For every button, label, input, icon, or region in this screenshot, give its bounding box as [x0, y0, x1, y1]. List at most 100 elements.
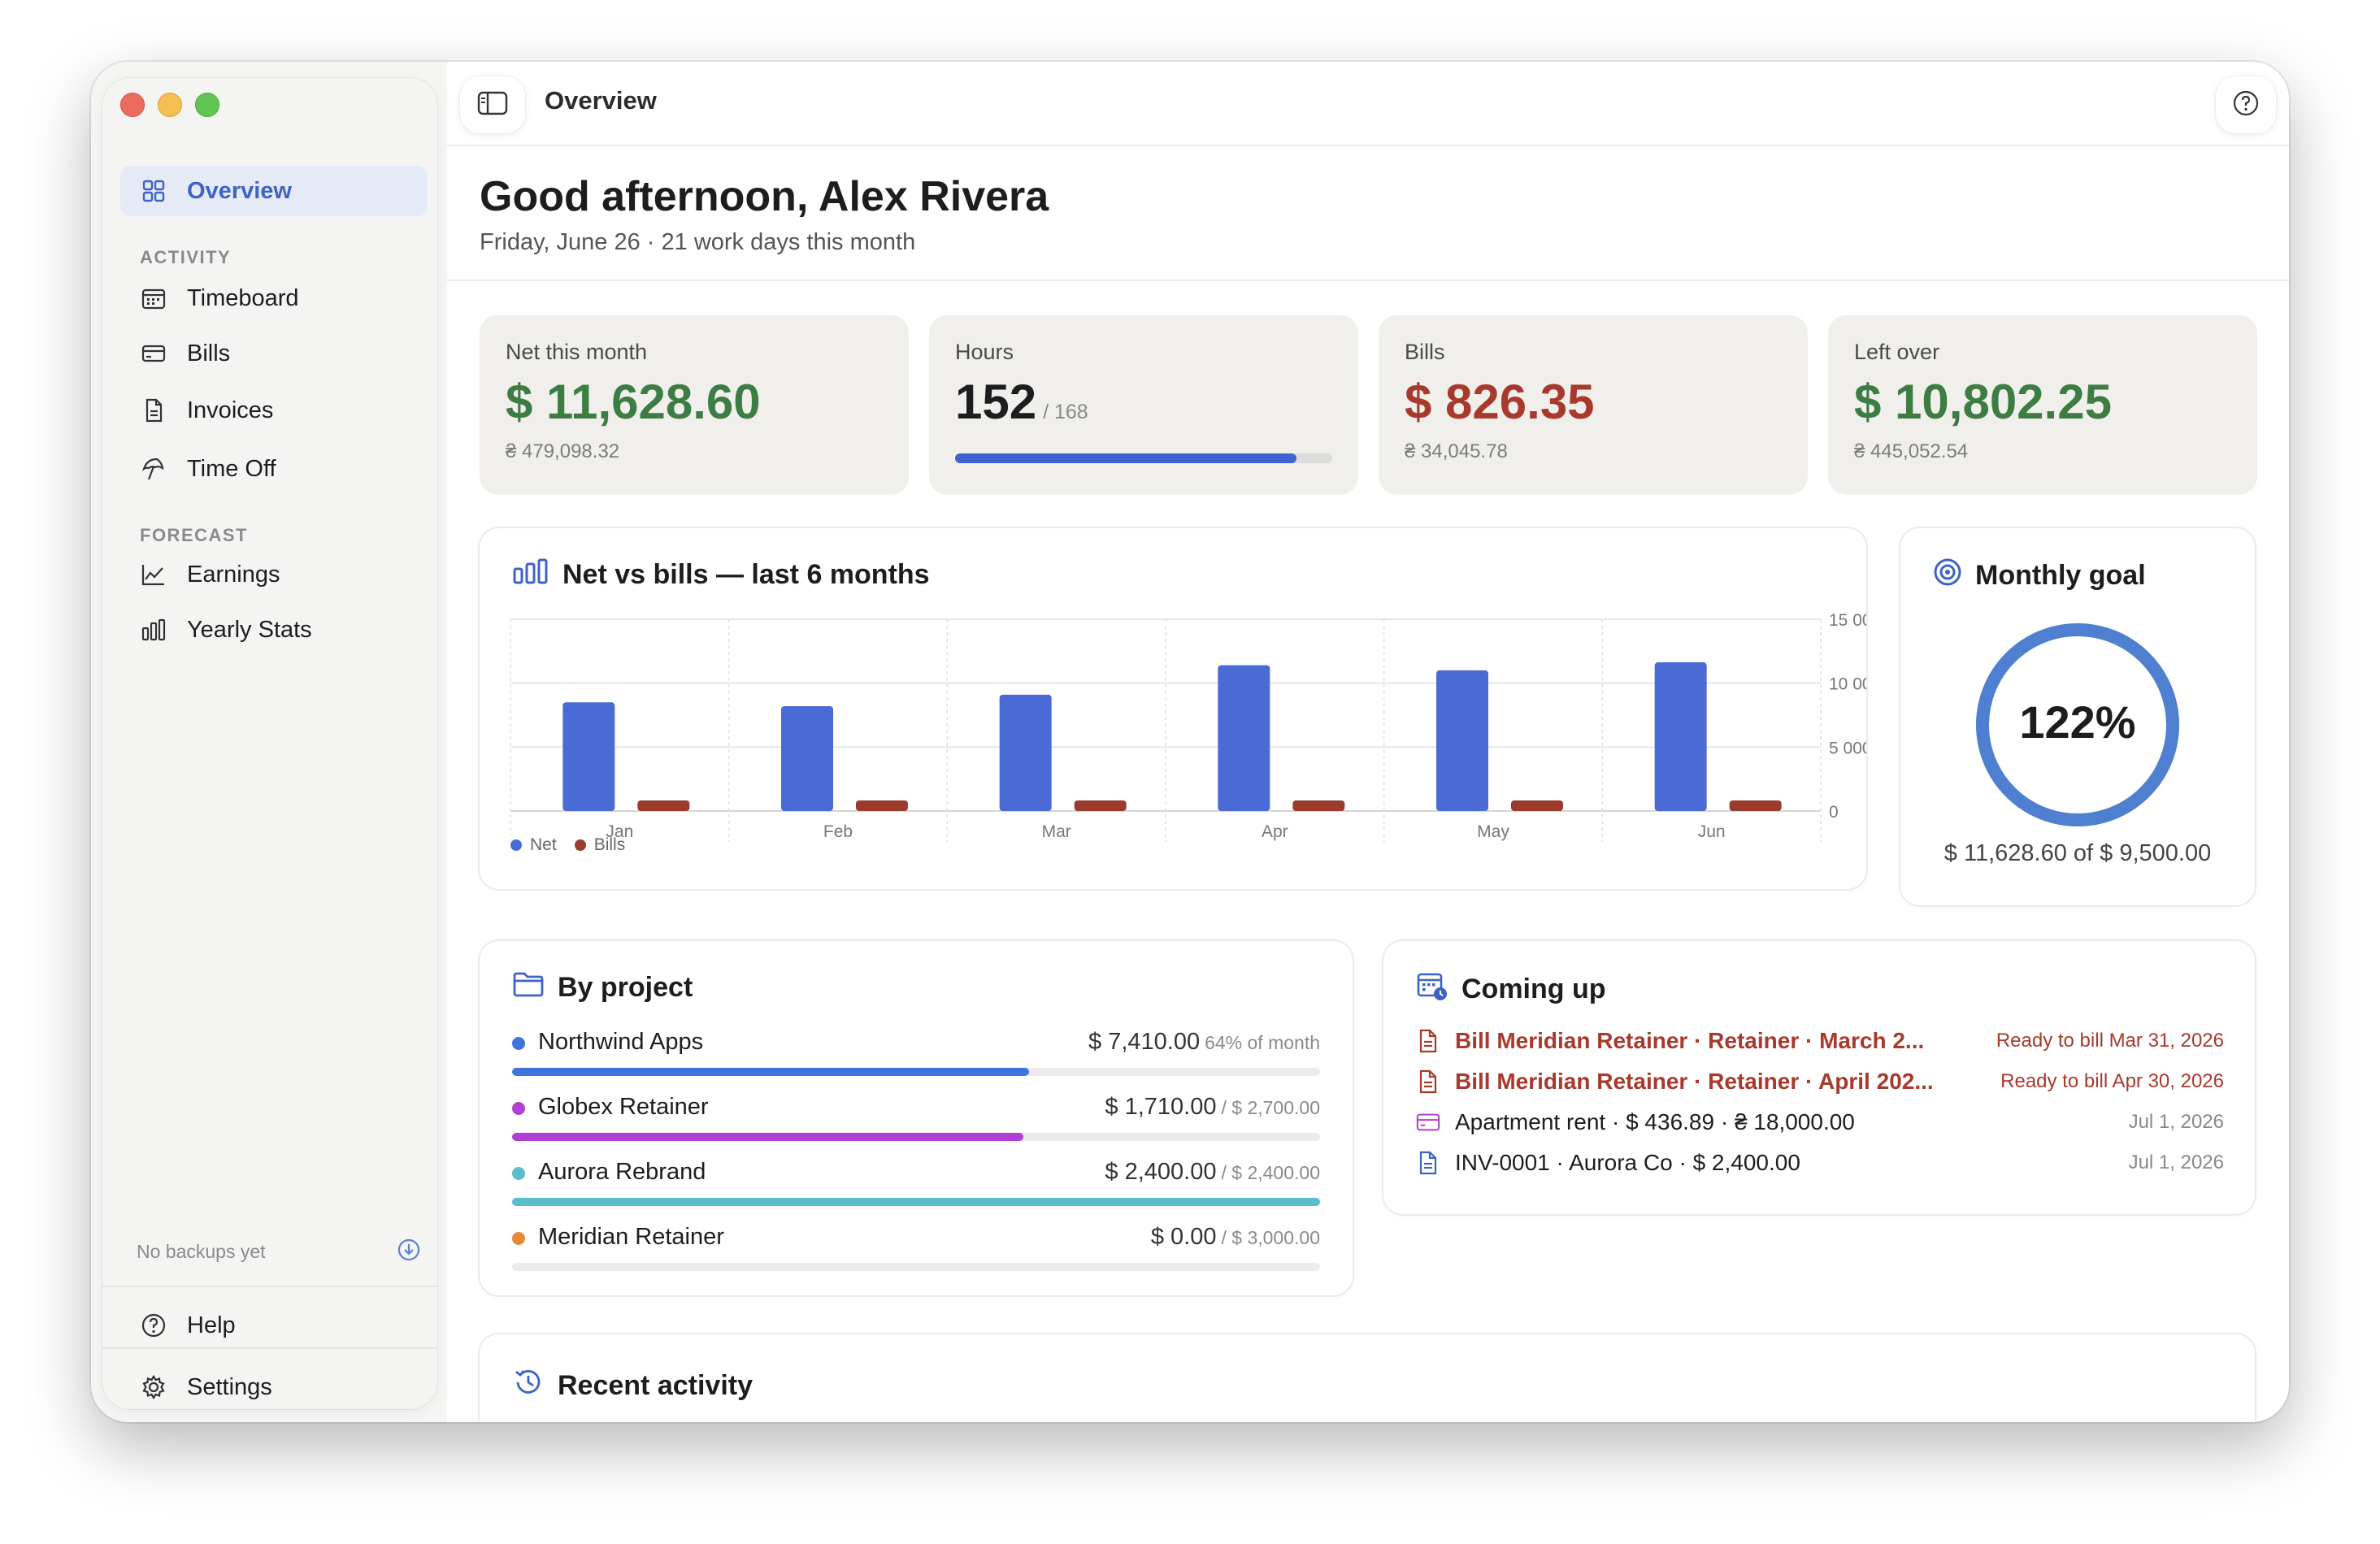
coming-up-panel: Coming up Bill Meridian Retainer · Retai… — [1383, 941, 2255, 1214]
hours-card[interactable]: Hours 152 / 168 — [929, 315, 1358, 494]
calendar-icon — [140, 284, 167, 312]
legend-item-bills: Bills — [574, 835, 626, 855]
stat-sub-value: ₴ 445,052.54 — [1854, 440, 1969, 462]
upcoming-title: Coming up — [1461, 974, 1606, 1004]
sidebar-item-label: Bills — [187, 340, 231, 366]
stat-sub-value: ₴ 34,045.78 — [1405, 440, 1508, 462]
bills-card[interactable]: Bills $ 826.35 ₴ 34,045.78 — [1379, 315, 1808, 494]
app-window: Overview ACTIVITY Timeboard Bills Invoic… — [91, 62, 2289, 1422]
help-label: Help — [187, 1312, 236, 1338]
y-tick-label: 10 000 — [1829, 675, 1866, 694]
sidebar-item-timeboard[interactable]: Timeboard — [120, 273, 428, 323]
stat-value: 152 / 168 — [955, 374, 1088, 430]
stat-value: $ 826.35 — [1405, 375, 1595, 429]
upcoming-item[interactable]: Bill Meridian Retainer · Retainer · Apri… — [1416, 1063, 2224, 1100]
hours-value: 152 — [955, 375, 1037, 429]
legend-label: Bills — [593, 835, 626, 854]
project-color-dot — [512, 1102, 525, 1115]
project-name: Northwind Apps — [538, 1029, 704, 1055]
sidebar-item-label: Overview — [187, 177, 292, 204]
project-row[interactable]: Northwind Apps $ 7,410.00 64% of month — [512, 1024, 1320, 1081]
project-row[interactable]: Meridian Retainer $ 0.00/ $ 3,000.00 — [512, 1219, 1320, 1276]
history-icon — [512, 1367, 558, 1405]
net-this-month-card[interactable]: Net this month $ 11,628.60 ₴ 479,098.32 — [480, 315, 909, 494]
panel-title: Coming up — [1416, 970, 1606, 1008]
toolbar: Overview — [447, 62, 2289, 146]
help-button[interactable]: Help — [120, 1300, 428, 1351]
document-icon — [1416, 1029, 1440, 1053]
stat-label: Hours — [955, 340, 1014, 364]
bar-bills — [1074, 800, 1127, 811]
sidebar-divider — [102, 1347, 437, 1349]
settings-button[interactable]: Settings — [120, 1362, 428, 1412]
upcoming-item[interactable]: Apartment rent · $ 436.89 · ₴ 18,000.00 … — [1416, 1104, 2224, 1141]
upcoming-date: Jul 1, 2026 — [2128, 1111, 2224, 1133]
document-icon — [1416, 1069, 1440, 1094]
gear-icon — [140, 1373, 167, 1401]
sidebar-item-time-off[interactable]: Time Off — [120, 444, 428, 494]
project-progress-fill — [512, 1198, 1320, 1206]
bar-chart-icon — [512, 557, 562, 592]
project-amount-extra: / $ 2,400.00 — [1221, 1162, 1321, 1183]
project-amount-value: $ 1,710.00 — [1105, 1094, 1217, 1120]
y-tick-label: 0 — [1829, 803, 1839, 822]
project-amount-extra: / $ 3,000.00 — [1221, 1227, 1321, 1248]
download-icon[interactable] — [397, 1238, 421, 1266]
panel-title: Monthly goal — [1933, 557, 2146, 594]
goal-progress-ring — [1976, 623, 2179, 826]
sidebar-item-bills[interactable]: Bills — [120, 328, 428, 379]
upcoming-text: INV-0001 · Aurora Co · $ 2,400.00 — [1455, 1150, 1800, 1175]
bar-net — [1436, 670, 1488, 811]
umbrella-icon — [140, 455, 167, 483]
window-title: Overview — [545, 86, 657, 115]
stat-value: $ 11,628.60 — [506, 375, 761, 429]
chart-title: Net vs bills — last 6 months — [562, 559, 930, 590]
minimize-window-button[interactable] — [158, 93, 182, 117]
left-over-card[interactable]: Left over $ 10,802.25 ₴ 445,052.54 — [1828, 315, 2257, 494]
sidebar-toggle-icon — [476, 89, 509, 121]
sidebar-item-yearly-stats[interactable]: Yearly Stats — [120, 605, 428, 655]
project-row[interactable]: Aurora Rebrand $ 2,400.00/ $ 2,400.00 — [512, 1154, 1320, 1211]
project-color-dot — [512, 1037, 525, 1050]
goal-caption: $ 11,628.60 of $ 9,500.00 — [1944, 840, 2212, 866]
document-icon — [140, 397, 167, 424]
stat-label: Bills — [1405, 340, 1445, 364]
upcoming-text: Bill Meridian Retainer · Retainer · Marc… — [1455, 1028, 1925, 1053]
project-amount: $ 2,400.00/ $ 2,400.00 — [1105, 1159, 1320, 1186]
sidebar-item-overview[interactable]: Overview — [120, 166, 428, 216]
project-row[interactable]: Globex Retainer $ 1,710.00/ $ 2,700.00 — [512, 1089, 1320, 1146]
sidebar-item-earnings[interactable]: Earnings — [120, 549, 428, 600]
sidebar-toggle-button[interactable] — [460, 76, 525, 133]
project-progress-bar — [512, 1133, 1320, 1141]
bar-bills — [1729, 800, 1782, 811]
bar-bills — [637, 800, 690, 811]
bar-bills — [856, 800, 908, 811]
sidebar-item-invoices[interactable]: Invoices — [120, 385, 428, 436]
toolbar-help-button[interactable] — [2216, 76, 2276, 133]
stat-label: Left over — [1854, 340, 1940, 364]
x-tick-label: Apr — [1262, 822, 1288, 841]
project-amount: $ 1,710.00/ $ 2,700.00 — [1105, 1094, 1320, 1121]
backup-status-text: No backups yet — [137, 1240, 266, 1262]
greeting-title: Good afternoon, Alex Rivera — [480, 173, 1049, 220]
project-name: Aurora Rebrand — [538, 1159, 706, 1185]
legend-swatch — [574, 839, 586, 851]
folder-icon — [512, 970, 558, 1005]
sidebar: Overview ACTIVITY Timeboard Bills Invoic… — [91, 62, 447, 1422]
project-progress-fill — [512, 1133, 1024, 1141]
stat-label: Net this month — [506, 340, 648, 364]
project-amount-extra: 64% of month — [1205, 1032, 1320, 1053]
close-window-button[interactable] — [120, 93, 145, 117]
settings-label: Settings — [187, 1373, 272, 1400]
bar-chart: 15 000 10 000 5 000 0 Jan Feb Mar Apr May Jun — [510, 611, 1866, 842]
bar-bills — [1292, 800, 1345, 811]
goal-title: Monthly goal — [1975, 560, 2146, 591]
upcoming-item[interactable]: Bill Meridian Retainer · Retainer · Marc… — [1416, 1022, 2224, 1060]
project-amount-extra: / $ 2,700.00 — [1221, 1097, 1321, 1118]
header-divider — [447, 280, 2289, 281]
bar-net — [1654, 662, 1707, 811]
zoom-window-button[interactable] — [195, 93, 219, 117]
card-icon — [1416, 1110, 1440, 1134]
trend-icon — [140, 561, 167, 588]
upcoming-item[interactable]: INV-0001 · Aurora Co · $ 2,400.00 Jul 1,… — [1416, 1144, 2224, 1182]
